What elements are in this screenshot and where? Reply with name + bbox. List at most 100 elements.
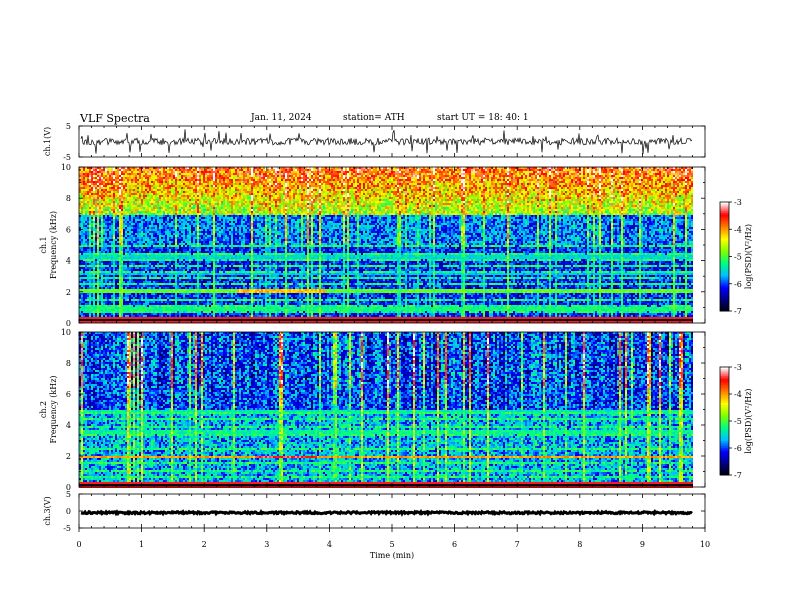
spectrogram-cell xyxy=(87,311,89,313)
spectrogram-cell xyxy=(133,217,135,219)
spectrogram-cell xyxy=(125,221,127,223)
spectrogram-cell xyxy=(119,269,121,271)
spectrogram-cell xyxy=(83,245,85,247)
spectrogram-cell xyxy=(95,299,97,301)
spectrogram-cell xyxy=(131,251,133,253)
spectrogram-cell xyxy=(109,219,111,221)
spectrogram-cell xyxy=(119,201,121,203)
spectrogram-cell xyxy=(141,311,143,313)
spectrogram-cell xyxy=(129,229,131,231)
spectrogram-cell xyxy=(97,253,99,255)
spectrogram-cell xyxy=(109,253,111,255)
spectrogram-cell xyxy=(81,189,83,191)
spectrogram-cell xyxy=(101,207,103,209)
spectrogram-cell xyxy=(109,277,111,279)
spectrogram-cell xyxy=(97,217,99,219)
spectrogram-cell xyxy=(101,213,103,215)
spectrogram-cell xyxy=(95,277,97,279)
spectrogram-cell xyxy=(125,201,127,203)
spectrogram-cell xyxy=(129,275,131,277)
spectrogram-cell xyxy=(91,257,93,259)
spectrogram-cell xyxy=(119,227,121,229)
spectrogram-cell xyxy=(85,201,87,203)
spectrogram-cell xyxy=(125,293,127,295)
spectrogram-cell xyxy=(109,189,111,191)
spectrogram-cell xyxy=(109,301,111,303)
spectrogram-cell xyxy=(125,239,127,241)
spectrogram-cell xyxy=(137,301,139,303)
spectrogram-cell xyxy=(111,227,113,229)
spectrogram-cell xyxy=(127,317,129,319)
spectrogram-cell xyxy=(91,199,93,201)
spectrogram-cell xyxy=(129,205,131,207)
spectrogram-cell xyxy=(129,313,131,315)
spectrogram-cell xyxy=(89,259,91,261)
spectrogram-cell xyxy=(91,245,93,247)
spectrogram-cell xyxy=(121,189,123,191)
spectrogram-cell xyxy=(89,267,91,269)
spectrogram-cell xyxy=(117,309,119,311)
spectrogram-cell xyxy=(111,189,113,191)
spectrogram-cell xyxy=(83,239,85,241)
spectrogram-cell xyxy=(89,173,91,175)
spectrogram-cell xyxy=(85,223,87,225)
spectrogram-cell xyxy=(139,241,141,243)
spectrogram-cell xyxy=(89,183,91,185)
spectrogram-cell xyxy=(121,169,123,171)
spectrogram-cell xyxy=(143,315,145,317)
spectrogram-cell xyxy=(87,293,89,295)
spectrogram-cell xyxy=(147,261,149,263)
spectrogram-cell xyxy=(119,175,121,177)
spectrogram-cell xyxy=(101,171,103,173)
spectrogram-cell xyxy=(95,283,97,285)
spectrogram-cell xyxy=(115,259,117,261)
spectrogram-cell xyxy=(89,255,91,257)
spectrogram-cell xyxy=(123,309,125,311)
spectrogram-cell xyxy=(113,169,115,171)
spectrogram-cell xyxy=(115,235,117,237)
spectrogram-cell xyxy=(143,309,145,311)
spectrogram-cell xyxy=(133,317,135,319)
spectrogram-cell xyxy=(145,269,147,271)
spectrogram-cell xyxy=(139,297,141,299)
spectrogram-cell xyxy=(133,229,135,231)
spectrogram-cell xyxy=(105,305,107,307)
spectrogram-cell xyxy=(95,319,97,321)
spectrogram-cell xyxy=(85,267,87,269)
spectrogram-cell xyxy=(89,209,91,211)
spectrogram-cell xyxy=(91,275,93,277)
spectrogram-cell xyxy=(117,177,119,179)
spectrogram-cell xyxy=(105,187,107,189)
spectrogram-cell xyxy=(133,215,135,217)
spectrogram-cell xyxy=(133,293,135,295)
spectrogram-cell xyxy=(115,281,117,283)
spectrogram-cell xyxy=(111,277,113,279)
spectrogram-cell xyxy=(119,287,121,289)
spectrogram-cell xyxy=(97,317,99,319)
spectrogram-cell xyxy=(93,263,95,265)
spectrogram-cell xyxy=(105,283,107,285)
spectrogram-cell xyxy=(127,319,129,321)
spectrogram-cell xyxy=(129,259,131,261)
spectrogram-cell xyxy=(137,267,139,269)
spectrogram-cell xyxy=(111,221,113,223)
spectrogram-cell xyxy=(125,229,127,231)
spectrogram-cell xyxy=(87,207,89,209)
spectrogram-cell xyxy=(131,309,133,311)
spectrogram-cell xyxy=(149,217,151,219)
spectrogram-cell xyxy=(145,287,147,289)
spectrogram-cell xyxy=(119,279,121,281)
spectrogram-cell xyxy=(87,179,89,181)
spectrogram-cell xyxy=(117,205,119,207)
spectrogram-cell xyxy=(143,209,145,211)
spectrogram-cell xyxy=(107,257,109,259)
spectrogram-cell xyxy=(91,289,93,291)
spectrogram-cell xyxy=(137,231,139,233)
spectrogram-cell xyxy=(137,173,139,175)
spectrogram-cell xyxy=(127,189,129,191)
spectrogram-cell xyxy=(141,253,143,255)
spectrogram-cell xyxy=(149,253,151,255)
spectrogram-cell xyxy=(119,317,121,319)
spectrogram-cell xyxy=(87,231,89,233)
spectrogram-cell xyxy=(121,201,123,203)
